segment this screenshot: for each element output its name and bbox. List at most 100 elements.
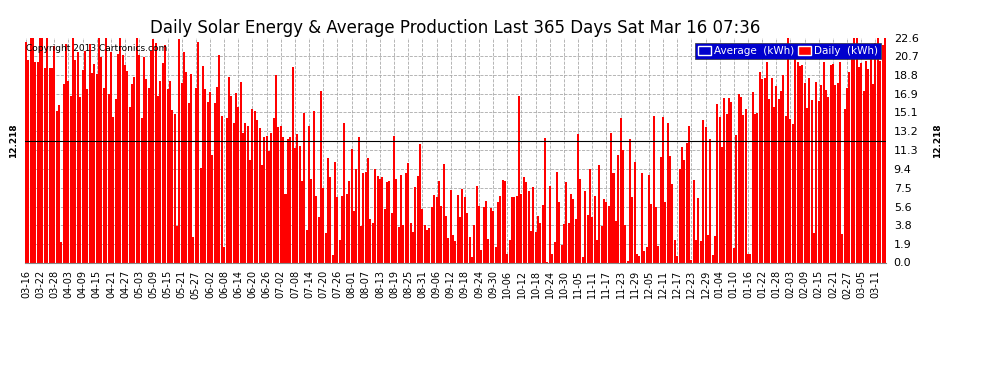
- Bar: [318, 217, 320, 262]
- Bar: [690, 260, 692, 262]
- Bar: [794, 52, 796, 262]
- Bar: [705, 128, 707, 262]
- Bar: [405, 173, 407, 262]
- Bar: [637, 254, 639, 262]
- Bar: [840, 62, 842, 262]
- Bar: [558, 202, 560, 262]
- Bar: [664, 201, 666, 262]
- Bar: [617, 155, 619, 262]
- Bar: [422, 209, 424, 262]
- Bar: [613, 172, 615, 262]
- Bar: [44, 68, 46, 262]
- Bar: [717, 104, 719, 262]
- Bar: [584, 190, 586, 262]
- Bar: [747, 254, 749, 262]
- Bar: [188, 104, 190, 262]
- Bar: [355, 168, 357, 262]
- Bar: [570, 194, 572, 262]
- Bar: [792, 124, 794, 262]
- Bar: [352, 211, 355, 262]
- Bar: [434, 195, 436, 262]
- Bar: [367, 158, 369, 262]
- Bar: [736, 135, 738, 262]
- Bar: [91, 73, 93, 262]
- Bar: [683, 160, 685, 262]
- Legend: Average  (kWh), Daily  (kWh): Average (kWh), Daily (kWh): [695, 43, 881, 59]
- Bar: [120, 38, 122, 262]
- Bar: [731, 102, 733, 262]
- Bar: [799, 66, 801, 262]
- Bar: [112, 117, 114, 262]
- Bar: [28, 60, 30, 262]
- Bar: [471, 257, 473, 262]
- Bar: [103, 88, 105, 262]
- Bar: [712, 255, 714, 262]
- Bar: [865, 62, 867, 262]
- Bar: [702, 120, 704, 262]
- Bar: [490, 208, 492, 262]
- Bar: [37, 62, 39, 262]
- Bar: [778, 99, 780, 262]
- Bar: [364, 172, 366, 262]
- Bar: [751, 93, 753, 262]
- Bar: [537, 216, 539, 262]
- Bar: [509, 240, 511, 262]
- Bar: [639, 255, 641, 262]
- Bar: [122, 56, 124, 262]
- Bar: [323, 188, 325, 262]
- Bar: [313, 111, 315, 262]
- Bar: [860, 63, 862, 262]
- Bar: [577, 135, 579, 262]
- Bar: [330, 177, 332, 262]
- Bar: [499, 196, 501, 262]
- Bar: [171, 110, 173, 262]
- Bar: [58, 105, 60, 262]
- Bar: [72, 38, 74, 262]
- Bar: [284, 194, 286, 262]
- Bar: [669, 156, 671, 262]
- Bar: [466, 213, 468, 262]
- Bar: [615, 221, 617, 262]
- Bar: [657, 246, 659, 262]
- Bar: [719, 117, 721, 262]
- Bar: [709, 139, 711, 262]
- Bar: [686, 143, 688, 262]
- Bar: [419, 144, 421, 262]
- Bar: [645, 247, 647, 262]
- Bar: [761, 79, 763, 262]
- Bar: [348, 182, 350, 262]
- Text: Copyright 2013 Cartronics.com: Copyright 2013 Cartronics.com: [27, 44, 167, 53]
- Bar: [96, 74, 98, 262]
- Bar: [386, 182, 388, 262]
- Bar: [292, 67, 294, 262]
- Bar: [671, 184, 673, 262]
- Bar: [180, 83, 183, 262]
- Bar: [881, 45, 883, 262]
- Bar: [862, 92, 864, 262]
- Bar: [828, 97, 830, 262]
- Bar: [813, 233, 815, 262]
- Bar: [809, 78, 811, 262]
- Bar: [758, 72, 760, 262]
- Bar: [497, 202, 499, 262]
- Bar: [157, 96, 159, 262]
- Bar: [867, 69, 869, 262]
- Bar: [475, 186, 477, 262]
- Bar: [263, 137, 265, 262]
- Bar: [843, 109, 845, 262]
- Text: 12.218: 12.218: [9, 123, 18, 158]
- Bar: [542, 206, 544, 262]
- Bar: [424, 225, 426, 262]
- Bar: [197, 42, 199, 262]
- Bar: [872, 84, 874, 262]
- Bar: [461, 189, 463, 262]
- Bar: [650, 204, 652, 262]
- Bar: [579, 179, 581, 262]
- Bar: [117, 54, 119, 262]
- Bar: [811, 100, 813, 262]
- Bar: [835, 85, 837, 262]
- Bar: [733, 248, 735, 262]
- Bar: [166, 89, 168, 262]
- Bar: [240, 82, 242, 262]
- Bar: [740, 97, 742, 262]
